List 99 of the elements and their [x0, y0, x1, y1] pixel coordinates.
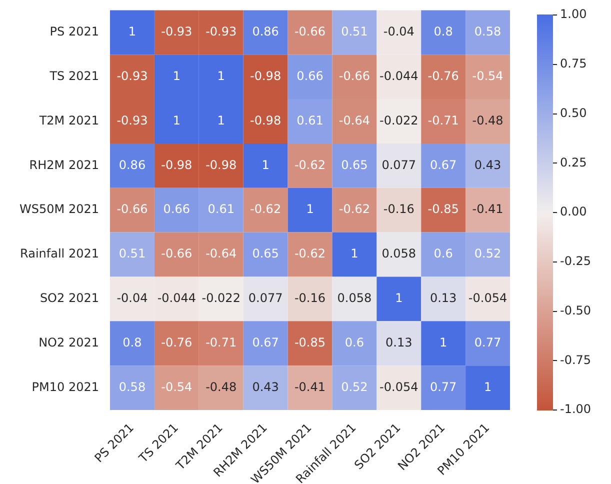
- data-label: -0.71: [206, 335, 237, 350]
- data-label: 0.52: [474, 246, 502, 261]
- data-label: 0.43: [474, 158, 502, 172]
- data-label: -0.76: [161, 335, 192, 350]
- data-label: -0.93: [116, 113, 148, 128]
- data-label: 1: [484, 380, 492, 394]
- data-label: 0.77: [474, 335, 502, 350]
- data-label: 0.58: [118, 380, 146, 394]
- data-label: 0.13: [430, 291, 457, 306]
- data-label: -0.93: [116, 68, 148, 83]
- y-tick-label: T2M 2021: [38, 113, 99, 128]
- color-bar-label: 0.50: [560, 106, 587, 120]
- data-label: 1: [217, 68, 225, 83]
- data-label: 0.058: [382, 246, 416, 261]
- data-label: 0.86: [252, 24, 279, 39]
- data-label: 1: [350, 246, 358, 261]
- data-label: 0.13: [386, 335, 412, 350]
- data-label: 0.77: [430, 380, 457, 394]
- data-label: -0.62: [338, 202, 370, 216]
- y-tick-label: PS 2021: [50, 24, 99, 39]
- data-label: 1: [217, 113, 225, 128]
- data-label: -0.98: [250, 113, 282, 128]
- data-label: 0.61: [208, 202, 234, 216]
- data-label: 1: [306, 202, 314, 216]
- color-bar-label: -0.75: [560, 352, 592, 367]
- data-label: 1: [395, 291, 403, 306]
- y-tick-label: TS 2021: [48, 68, 99, 83]
- data-label: 0.86: [118, 158, 146, 172]
- data-label: -0.93: [161, 24, 192, 39]
- data-label: -0.16: [383, 202, 414, 216]
- y-tick-label: Rainfall 2021: [20, 246, 99, 261]
- data-label: -0.054: [380, 380, 418, 394]
- data-label: 0.61: [296, 113, 324, 128]
- data-label: -0.48: [472, 113, 504, 128]
- y-tick-label: SO2 2021: [40, 291, 99, 306]
- data-label: 0.8: [434, 24, 453, 39]
- data-label: -0.98: [206, 158, 237, 172]
- data-label: -0.66: [338, 68, 370, 83]
- data-label: 0.66: [296, 68, 324, 83]
- data-label: -0.85: [428, 202, 459, 216]
- data-label: -0.93: [206, 24, 237, 39]
- data-label: 0.66: [163, 202, 190, 216]
- data-label: -0.54: [161, 380, 192, 394]
- data-label: 0.8: [122, 335, 142, 350]
- data-label: 0.52: [341, 380, 368, 394]
- data-label: -0.71: [428, 113, 459, 128]
- data-label: 0.077: [382, 158, 416, 172]
- data-label: -0.48: [206, 380, 237, 394]
- data-label: -0.022: [202, 291, 240, 306]
- y-tick-label: RH2M 2021: [29, 158, 99, 172]
- data-label: 1: [172, 68, 180, 83]
- data-label: 0.43: [252, 380, 279, 394]
- data-label: 0.65: [341, 158, 368, 172]
- data-label: -0.054: [468, 291, 508, 306]
- data-label: -0.62: [294, 246, 326, 261]
- data-label: 0.67: [430, 158, 457, 172]
- data-label: -0.64: [338, 113, 370, 128]
- data-label: -0.66: [116, 202, 148, 216]
- color-bar-label: 1.00: [560, 7, 587, 22]
- data-label: -0.85: [294, 335, 326, 350]
- data-label: -0.62: [294, 158, 326, 172]
- color-bar-label: 0.75: [560, 56, 587, 70]
- data-label: -0.98: [250, 68, 282, 83]
- data-label: 1: [262, 158, 270, 172]
- data-label: -0.54: [472, 68, 504, 83]
- data-label: -0.98: [161, 158, 192, 172]
- data-label: 1: [440, 335, 448, 350]
- data-label: 0.65: [252, 246, 279, 261]
- data-label: 1: [128, 24, 136, 39]
- data-label: 0.58: [474, 24, 502, 39]
- data-label: -0.16: [294, 291, 326, 306]
- color-bar-label: 0.25: [560, 155, 587, 170]
- data-label: -0.66: [161, 246, 192, 261]
- data-label: 0.67: [252, 335, 279, 350]
- data-label: -0.41: [472, 202, 504, 216]
- data-label: 0.51: [118, 246, 146, 261]
- data-label: -0.62: [250, 202, 282, 216]
- data-label: -0.76: [428, 68, 459, 83]
- data-label: -0.022: [380, 113, 418, 128]
- data-label: -0.044: [157, 291, 196, 306]
- data-label: 0.51: [341, 24, 368, 39]
- data-label: -0.04: [383, 24, 414, 39]
- data-label: 0.6: [434, 246, 453, 261]
- y-tick-label: PM10 2021: [32, 380, 99, 394]
- data-label: -0.66: [294, 24, 326, 39]
- data-label: 0.058: [337, 291, 372, 306]
- data-label: 0.077: [248, 291, 283, 306]
- data-label: 1: [172, 113, 180, 128]
- color-bar-label: 0.00: [560, 204, 587, 219]
- data-label: 0.6: [344, 335, 364, 350]
- color-bar-label: -1.00: [560, 402, 592, 416]
- data-label: -0.04: [116, 291, 148, 306]
- color-bar-label: -0.50: [560, 303, 592, 318]
- data-label: -0.044: [380, 68, 418, 83]
- y-tick-label: NO2 2021: [38, 335, 99, 350]
- y-tick-label: WS50M 2021: [20, 202, 99, 216]
- data-label: -0.64: [206, 246, 237, 261]
- color-bar-label: -0.25: [560, 254, 592, 268]
- data-label: -0.41: [294, 380, 326, 394]
